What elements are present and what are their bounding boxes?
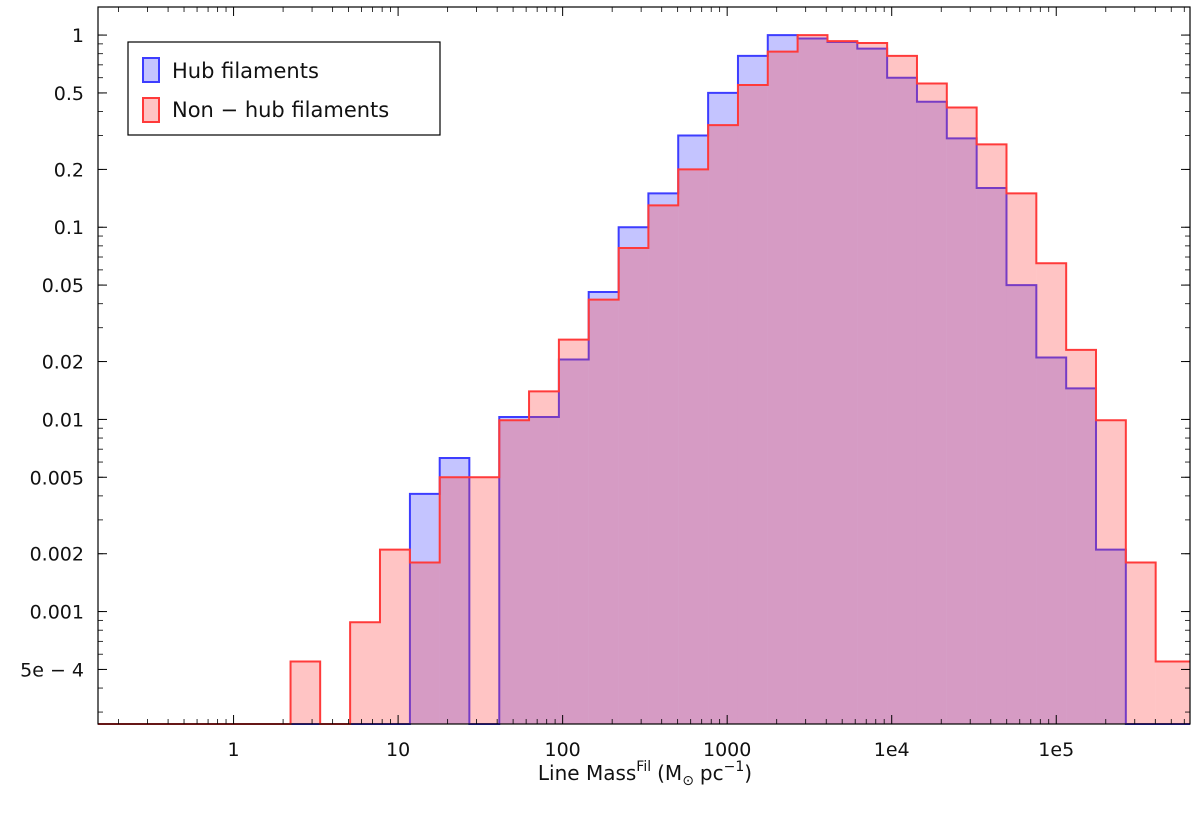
bar-non-hub <box>797 35 828 724</box>
y-tick-label: 0.05 <box>42 275 84 297</box>
bar-non-hub <box>1095 420 1126 724</box>
x-tick-label: 1 <box>228 739 240 761</box>
bar-non-hub <box>1066 349 1096 724</box>
bar-non-hub <box>439 477 470 724</box>
bar-non-hub <box>827 41 858 725</box>
bar-non-hub <box>618 247 649 724</box>
y-tick-label: 5e − 4 <box>20 659 84 681</box>
x-tick-label: 10 <box>386 739 410 761</box>
legend: Hub filaments Non − hub filaments <box>127 41 441 136</box>
bar-non-hub <box>1006 193 1037 724</box>
bar-non-hub <box>708 125 738 724</box>
y-tick-label: 1 <box>72 25 84 47</box>
series-non-hub <box>98 34 1190 725</box>
bar-hub <box>857 48 888 725</box>
bar-non-hub <box>499 420 530 724</box>
bar-non-hub <box>588 299 619 724</box>
x-tick-label: 1e5 <box>1038 739 1074 761</box>
y-tick-label: 0.5 <box>54 83 84 105</box>
bar-non-hub <box>1036 263 1067 724</box>
bar-hub <box>737 55 768 724</box>
x-axis-label-units-sub: ⊙ <box>682 773 694 789</box>
ticks-layer: 1 10 100 1000 1e4 1e5 1 0.5 0.2 0.1 0.05 0.02 0.01 0.… <box>20 7 1190 761</box>
bar-hub <box>827 42 858 724</box>
x-tick-label: 100 <box>545 739 581 761</box>
bar-hub <box>797 38 828 724</box>
bar-non-hub <box>558 339 589 724</box>
plot-frame <box>97 6 1191 725</box>
x-axis-label-main: Line Mass <box>538 761 636 785</box>
y-tick-label: 0.001 <box>30 602 84 624</box>
bar-hub <box>529 416 559 724</box>
legend-label-non-hub: Non − hub filaments <box>172 98 389 122</box>
bars-layer <box>98 34 1190 725</box>
bar-non-hub <box>469 477 500 724</box>
y-tick-label: 0.1 <box>54 217 84 239</box>
bar-non-hub <box>857 42 888 724</box>
bar-non-hub <box>916 83 947 724</box>
bar-hub <box>1095 549 1126 724</box>
bar-non-hub <box>767 51 798 724</box>
bar-non-hub <box>290 661 321 724</box>
step-outline-non-hub <box>98 34 1190 725</box>
y-tick-label: 0.2 <box>54 159 84 181</box>
x-axis-label-units: (M <box>657 761 682 785</box>
bar-hub <box>946 138 977 724</box>
legend-swatch-non-hub <box>142 97 160 123</box>
x-axis-label-units-rest: pc <box>700 761 724 785</box>
bar-hub <box>558 359 589 724</box>
legend-swatch-hub <box>142 57 160 83</box>
x-axis-label-units-close: ) <box>744 761 752 785</box>
y-tick-label: 0.002 <box>30 544 84 566</box>
bar-non-hub <box>946 107 977 724</box>
bar-non-hub <box>887 55 917 724</box>
series-hub <box>98 34 1190 725</box>
bar-hub <box>1066 388 1096 724</box>
x-axis-label-superscript: Fil <box>636 759 651 775</box>
bar-hub <box>588 292 619 724</box>
step-outline-hub <box>98 34 1190 725</box>
x-tick-label: 1000 <box>703 739 751 761</box>
x-axis-label-units-exp: −1 <box>724 759 745 775</box>
bar-hub <box>976 188 1007 724</box>
bar-non-hub <box>529 391 559 724</box>
bar-hub <box>708 92 738 724</box>
y-tick-label: 0.02 <box>42 352 84 374</box>
bar-non-hub <box>1155 661 1190 724</box>
x-tick-label: 1e4 <box>874 739 910 761</box>
bar-non-hub <box>737 84 768 725</box>
bar-non-hub <box>648 205 679 724</box>
bar-non-hub <box>350 622 380 724</box>
x-axis-label: Line MassFil (M⊙ pc−1) <box>538 759 752 789</box>
legend-label-hub: Hub filaments <box>172 59 319 83</box>
bar-hub <box>1036 357 1067 724</box>
bar-non-hub <box>678 169 709 724</box>
bar-hub <box>439 457 470 724</box>
bar-non-hub <box>409 562 440 724</box>
bar-hub <box>916 101 947 725</box>
legend-frame <box>127 41 441 136</box>
bar-non-hub <box>1125 562 1156 724</box>
bar-hub <box>1006 285 1037 724</box>
bar-hub <box>499 416 530 724</box>
bar-hub <box>409 493 440 724</box>
bar-hub <box>887 77 917 724</box>
bar-non-hub <box>976 144 1007 725</box>
bar-hub <box>767 35 798 724</box>
bar-hub <box>648 193 679 724</box>
bar-non-hub <box>379 549 410 724</box>
bar-hub <box>618 227 649 724</box>
bar-hub <box>678 135 709 724</box>
y-tick-label: 0.01 <box>42 409 84 431</box>
y-tick-label: 0.005 <box>30 467 84 489</box>
